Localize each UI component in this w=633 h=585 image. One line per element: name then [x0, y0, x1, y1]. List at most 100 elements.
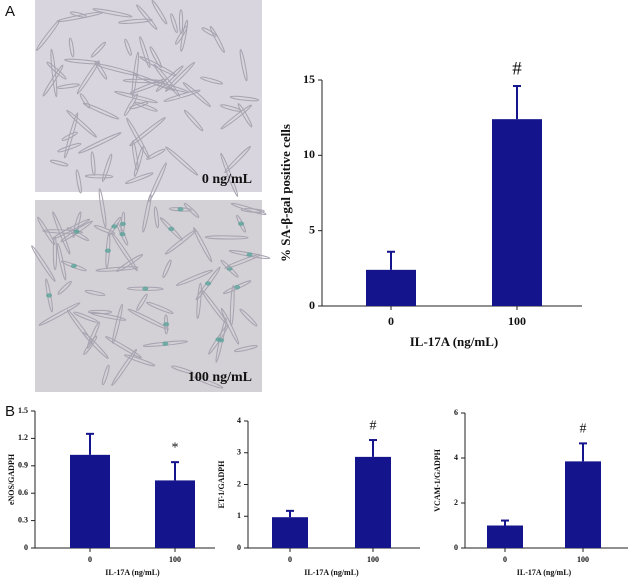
x-axis-label: IL-17A (ng/mL)	[304, 568, 359, 577]
stained-cell	[142, 286, 149, 291]
stained-cell	[70, 263, 77, 269]
y-tick-label: 0	[24, 543, 28, 552]
cell	[56, 242, 67, 281]
cell	[56, 83, 80, 89]
cell	[201, 289, 228, 325]
y-tick-label: 1.5	[18, 406, 28, 415]
cell	[175, 269, 214, 286]
cell	[92, 8, 133, 18]
stained-cell	[104, 248, 111, 253]
stained-cell	[177, 207, 184, 212]
panel-label: B	[5, 403, 15, 420]
x-tick-label: 0	[388, 314, 394, 328]
cell	[125, 172, 154, 185]
annotation: #	[512, 58, 522, 79]
y-tick-label: 0	[309, 298, 315, 312]
cell	[66, 109, 97, 138]
cell	[224, 145, 251, 173]
y-tick-label: 2	[454, 498, 458, 507]
x-tick-label: 0	[288, 555, 292, 564]
y-axis-label: ET-1/GADPH	[217, 460, 226, 508]
image-caption: 0 ng/mL	[202, 172, 252, 187]
bar	[366, 269, 416, 306]
cell	[229, 95, 260, 102]
cell	[101, 153, 113, 182]
y-tick-label: 4	[454, 453, 458, 462]
cell	[124, 354, 156, 367]
cell	[94, 60, 108, 80]
stained-cell	[168, 226, 175, 232]
bar	[272, 517, 308, 548]
x-axis-label: IL-17A (ng/mL)	[105, 568, 160, 577]
cell	[139, 36, 151, 69]
y-axis-label: % SA-β-gal positive cells	[278, 124, 293, 262]
cell	[31, 245, 56, 282]
image-caption: 100 ng/mL	[188, 370, 252, 385]
cell	[193, 227, 213, 263]
annotation: #	[580, 422, 587, 437]
cell	[76, 60, 100, 95]
cell	[239, 49, 248, 82]
stained-cell	[73, 229, 80, 234]
stained-cell	[205, 281, 212, 286]
cell	[42, 64, 64, 97]
y-tick-label: 0	[237, 543, 241, 552]
y-tick-label: 10	[303, 147, 315, 161]
stained-cell	[234, 284, 241, 290]
cell	[129, 78, 168, 94]
cell	[239, 308, 258, 327]
stained-cell	[163, 322, 170, 327]
cell	[111, 348, 138, 387]
cell	[182, 82, 211, 108]
cell	[146, 301, 174, 314]
cell	[112, 303, 123, 344]
cell	[164, 229, 197, 255]
annotation: *	[172, 440, 179, 455]
cell	[84, 174, 114, 179]
cell	[136, 4, 158, 30]
cell	[118, 18, 153, 24]
cell	[37, 216, 56, 246]
stained-cell	[246, 252, 253, 257]
cell	[114, 91, 158, 104]
y-axis-label: VCAM-1/GADPH	[433, 448, 442, 511]
cell	[149, 46, 162, 68]
cell	[82, 332, 109, 359]
y-tick-label: 3	[237, 448, 241, 457]
cell	[49, 159, 69, 167]
cell	[87, 309, 113, 315]
cell	[57, 142, 82, 153]
bar	[492, 119, 542, 306]
x-tick-label: 100	[508, 314, 526, 328]
stained-cell	[215, 337, 222, 342]
stained-cell	[46, 293, 53, 298]
cell	[82, 102, 120, 120]
cell	[229, 284, 235, 327]
cell	[220, 104, 253, 130]
y-tick-label: 2	[237, 479, 241, 488]
x-axis-label: IL-17A (ng/mL)	[517, 568, 572, 577]
cell	[38, 302, 81, 326]
annotation: #	[370, 418, 377, 433]
cell	[183, 202, 200, 218]
cell	[129, 117, 166, 147]
y-axis-label: eNOS/GADPH	[7, 453, 16, 505]
cell	[142, 193, 152, 233]
panel-label: A	[5, 3, 15, 20]
cell	[50, 48, 58, 98]
cell	[193, 376, 224, 389]
cell	[57, 280, 72, 295]
y-tick-label: 5	[309, 222, 315, 236]
y-tick-label: 0.9	[18, 461, 28, 470]
cell	[64, 112, 79, 159]
stained-cell	[162, 341, 169, 346]
cell	[201, 27, 217, 37]
bar	[70, 454, 110, 548]
y-tick-label: 0.6	[18, 488, 28, 497]
cell	[78, 132, 122, 154]
cell	[72, 211, 82, 238]
x-tick-label: 100	[169, 555, 181, 564]
cell	[155, 65, 184, 92]
cell	[233, 345, 258, 353]
